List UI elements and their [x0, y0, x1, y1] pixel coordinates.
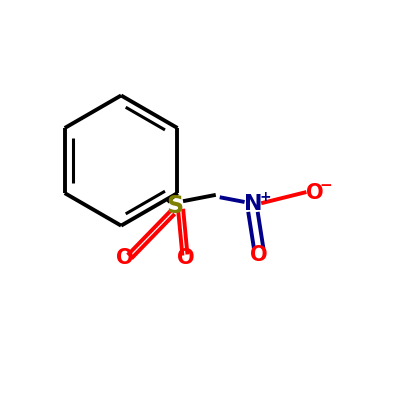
Text: O: O [306, 183, 323, 203]
Text: S: S [166, 194, 183, 218]
Text: −: − [320, 178, 332, 193]
Text: O: O [177, 248, 195, 268]
Text: +: + [259, 190, 271, 204]
Text: O: O [250, 245, 267, 265]
Text: N: N [244, 194, 262, 214]
Text: O: O [116, 248, 134, 268]
